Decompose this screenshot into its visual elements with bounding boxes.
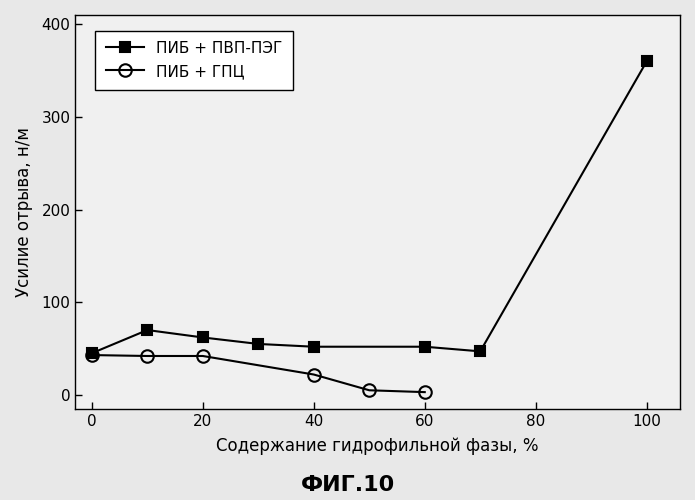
X-axis label: Содержание гидрофильной фазы, %: Содержание гидрофильной фазы, % bbox=[216, 437, 539, 455]
Legend: ПИБ + ПВП-ПЭГ, ПИБ + ГПЦ: ПИБ + ПВП-ПЭГ, ПИБ + ГПЦ bbox=[95, 30, 293, 90]
ПИБ + ГПЦ bbox=[88, 352, 96, 358]
Line: ПИБ + ПВП-ПЭГ: ПИБ + ПВП-ПЭГ bbox=[87, 56, 652, 358]
ПИБ + ПВП-ПЭГ bbox=[88, 350, 96, 356]
ПИБ + ГПЦ bbox=[199, 353, 207, 359]
ПИБ + ПВП-ПЭГ bbox=[199, 334, 207, 340]
ПИБ + ГПЦ bbox=[309, 372, 318, 378]
ПИБ + ГПЦ bbox=[365, 388, 373, 394]
ПИБ + ПВП-ПЭГ bbox=[309, 344, 318, 349]
ПИБ + ПВП-ПЭГ bbox=[143, 327, 152, 333]
Line: ПИБ + ГПЦ: ПИБ + ГПЦ bbox=[85, 349, 431, 399]
ПИБ + ПВП-ПЭГ bbox=[254, 341, 263, 347]
ПИБ + ГПЦ bbox=[420, 389, 429, 395]
ПИБ + ПВП-ПЭГ bbox=[476, 348, 484, 354]
Y-axis label: Усилие отрыва, н/м: Усилие отрыва, н/м bbox=[15, 127, 33, 297]
ПИБ + ПВП-ПЭГ bbox=[643, 58, 651, 64]
Text: ФИГ.10: ФИГ.10 bbox=[300, 475, 395, 495]
ПИБ + ГПЦ bbox=[143, 353, 152, 359]
ПИБ + ПВП-ПЭГ bbox=[420, 344, 429, 349]
